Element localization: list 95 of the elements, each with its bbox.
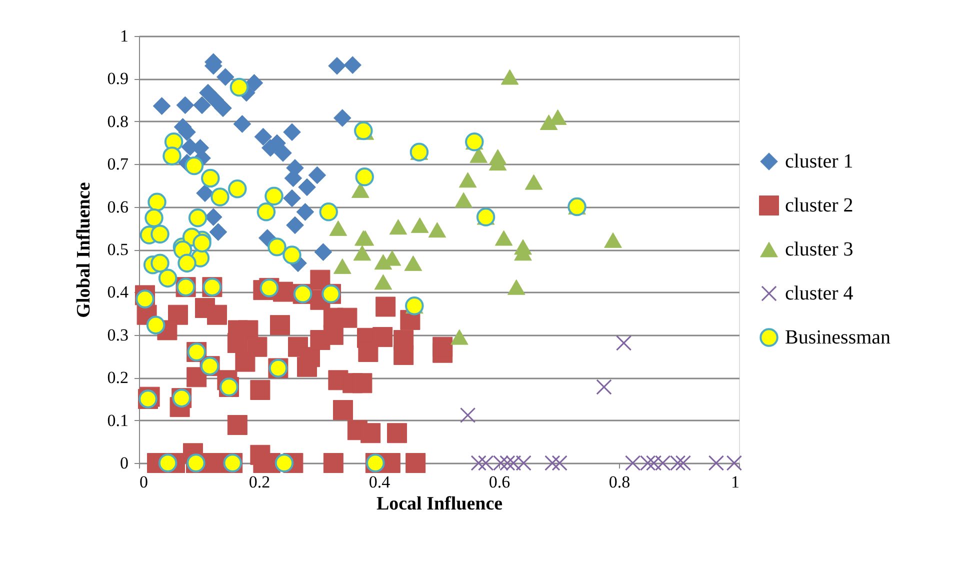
- point: [274, 454, 294, 472]
- y-tick-label: 0.2: [107, 368, 128, 388]
- point: [355, 168, 374, 186]
- point: [256, 202, 276, 222]
- point: [210, 188, 230, 206]
- legend-label: Businessman: [785, 326, 891, 348]
- point: [374, 274, 392, 290]
- point: [228, 180, 247, 198]
- point: [494, 230, 513, 246]
- legend-label: cluster 2: [785, 194, 854, 216]
- point: [286, 216, 304, 234]
- point: [148, 192, 166, 212]
- point: [544, 455, 560, 471]
- point: [136, 290, 154, 308]
- point: [298, 178, 316, 196]
- point: [410, 217, 429, 233]
- point: [319, 202, 338, 222]
- legend-label: cluster 1: [785, 150, 854, 172]
- point: [450, 329, 468, 345]
- y-tick-label: 0.4: [107, 282, 129, 302]
- point: [470, 455, 486, 471]
- point: [268, 238, 286, 256]
- point: [193, 96, 211, 114]
- x-tick-label: 1: [731, 472, 740, 492]
- x-tick-label: 0.6: [488, 472, 510, 492]
- point: [428, 222, 446, 238]
- point: [282, 246, 302, 264]
- point: [216, 68, 234, 86]
- point: [329, 220, 348, 236]
- legend-label: cluster 4: [785, 282, 854, 304]
- point: [283, 123, 301, 141]
- point: [196, 184, 214, 202]
- point: [152, 97, 171, 115]
- y-tick-label: 0.6: [107, 197, 128, 216]
- point: [150, 224, 170, 244]
- y-tick-label: 0.7: [107, 154, 129, 174]
- point: [314, 243, 332, 261]
- y-axis-title: Global Influence: [73, 182, 94, 318]
- point: [283, 189, 301, 208]
- point: [404, 255, 422, 271]
- x-tick-label: 0: [140, 472, 148, 492]
- point: [507, 279, 526, 295]
- point: [458, 172, 477, 188]
- y-tick-label: 0: [120, 454, 128, 472]
- point: [264, 186, 284, 206]
- point: [708, 455, 724, 471]
- point: [209, 223, 228, 241]
- x-tick-label: 0.8: [608, 472, 630, 492]
- point: [604, 232, 622, 248]
- point: [296, 203, 314, 221]
- point: [176, 96, 194, 114]
- point: [158, 268, 178, 288]
- point: [158, 454, 178, 472]
- point: [150, 254, 170, 273]
- point: [245, 74, 264, 92]
- point: [524, 174, 543, 190]
- point: [552, 455, 568, 471]
- point: [616, 335, 632, 351]
- point: [596, 379, 612, 395]
- point: [178, 254, 196, 273]
- point: [308, 166, 326, 184]
- point: [188, 208, 208, 228]
- y-tick-label: 0.5: [107, 240, 128, 259]
- point: [146, 316, 166, 334]
- y-tick-label: 0.3: [107, 325, 128, 344]
- y-tick-label: 1: [120, 26, 128, 46]
- x-tick-label: 0.4: [368, 472, 391, 492]
- x-axis-title: Local Influence: [376, 494, 503, 514]
- y-tick-label: 0.1: [107, 410, 128, 430]
- point: [192, 234, 212, 252]
- y-tick-label: 0.9: [107, 69, 128, 88]
- point: [675, 455, 692, 471]
- point: [460, 407, 476, 423]
- point: [646, 455, 662, 471]
- legend-label: cluster 3: [785, 238, 854, 260]
- point: [333, 109, 352, 127]
- point: [328, 56, 346, 75]
- point: [344, 56, 362, 74]
- point: [389, 219, 408, 235]
- point: [144, 208, 164, 228]
- point: [201, 168, 220, 188]
- point: [274, 144, 292, 162]
- point: [184, 156, 204, 176]
- point: [233, 115, 252, 133]
- point: [353, 245, 372, 261]
- point: [214, 99, 232, 118]
- y-tick-label: 0.8: [107, 112, 128, 131]
- point: [500, 69, 519, 85]
- x-tick-label: 0.2: [248, 472, 270, 492]
- point: [454, 192, 473, 208]
- point: [726, 455, 742, 471]
- point: [333, 258, 352, 274]
- point: [230, 78, 249, 97]
- point: [254, 128, 272, 146]
- point: [162, 146, 182, 166]
